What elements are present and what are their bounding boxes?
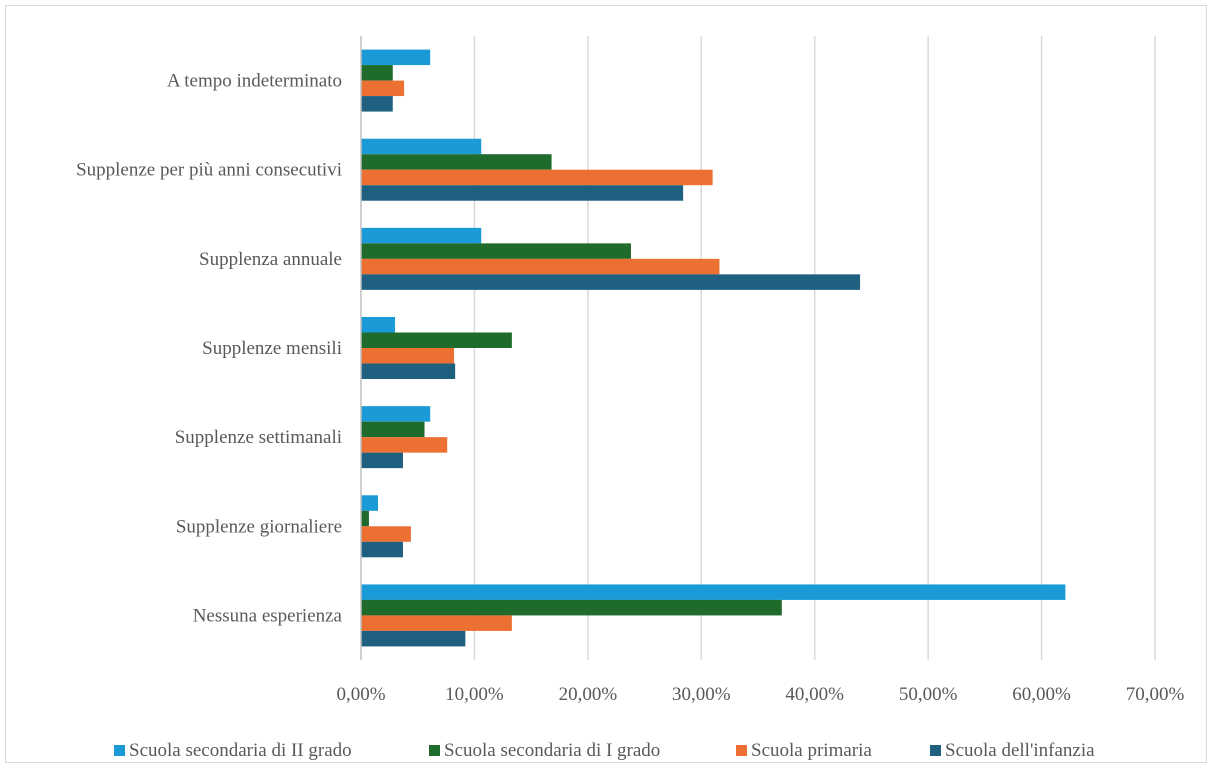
bar — [361, 49, 431, 66]
bar — [361, 630, 466, 647]
legend-swatch — [114, 745, 125, 756]
category-label: A tempo indeterminato — [167, 71, 342, 92]
legend-label: Scuola secondaria di I grado — [444, 740, 660, 761]
category-label: Supplenze per più anni consecutivi — [76, 160, 342, 181]
bar — [361, 65, 393, 81]
x-tick-label: 10,00% — [445, 684, 504, 705]
bar — [361, 80, 405, 97]
bar — [361, 495, 379, 511]
legend-label: Scuola secondaria di II grado — [129, 740, 352, 761]
bar — [361, 452, 403, 469]
category-label: Supplenza annuale — [199, 249, 342, 270]
bar — [361, 317, 396, 333]
category-label: Supplenze settimanali — [175, 427, 342, 448]
x-tick-label: 60,00% — [1012, 684, 1071, 705]
bar — [361, 541, 403, 558]
bar — [361, 243, 631, 259]
bar — [361, 169, 713, 186]
bar — [361, 437, 448, 453]
x-tick-label: 70,00% — [1126, 684, 1185, 705]
bar — [361, 406, 431, 422]
x-tick-label: 30,00% — [672, 684, 731, 705]
bar — [361, 584, 1066, 600]
bar — [361, 96, 393, 112]
legend-label: Scuola dell'infanzia — [945, 740, 1095, 761]
bar — [361, 363, 456, 379]
x-tick-label: 0,00% — [336, 684, 385, 705]
bar — [361, 615, 512, 631]
legend-swatch — [429, 745, 440, 756]
category-label: Nessuna esperienza — [193, 605, 343, 626]
bar — [361, 348, 455, 364]
bar — [361, 274, 861, 290]
bar — [361, 526, 411, 542]
chart-frame — [5, 5, 1207, 763]
legend-swatch — [930, 745, 941, 756]
x-tick-label: 50,00% — [899, 684, 958, 705]
bar — [361, 154, 552, 170]
bar — [361, 599, 782, 616]
bar — [361, 185, 684, 201]
bar — [361, 227, 482, 244]
category-label: Supplenze mensili — [202, 338, 342, 359]
x-tick-label: 20,00% — [559, 684, 618, 705]
legend-swatch — [736, 745, 747, 756]
bar — [361, 138, 482, 155]
x-tick-label: 40,00% — [785, 684, 844, 705]
bar — [361, 332, 512, 348]
bar — [361, 258, 720, 275]
bar — [361, 510, 369, 527]
bar — [361, 421, 425, 438]
legend-label: Scuola primaria — [751, 740, 872, 761]
category-label: Supplenze giornaliere — [176, 516, 342, 537]
